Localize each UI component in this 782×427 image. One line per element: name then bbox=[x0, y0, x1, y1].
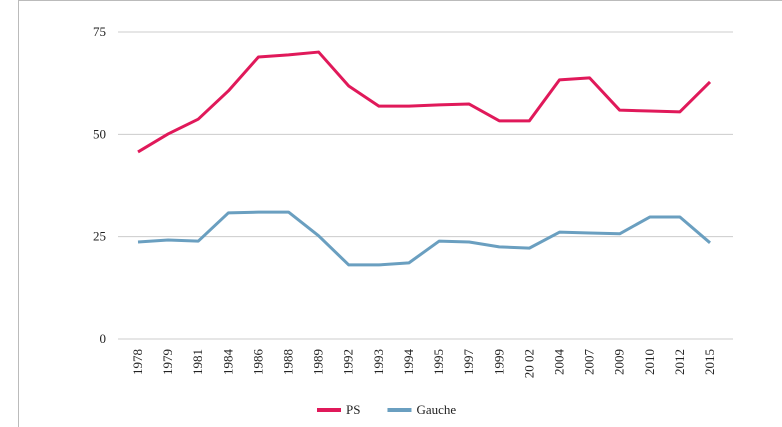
x-tick-label: 1979 bbox=[160, 349, 175, 375]
x-tick-label: 2015 bbox=[702, 349, 717, 375]
x-tick-label: 1997 bbox=[461, 349, 476, 376]
legend-swatch bbox=[387, 408, 412, 412]
legend-swatch bbox=[317, 408, 341, 412]
x-tick-label: 2007 bbox=[582, 349, 597, 376]
legend-label: Gauche bbox=[416, 402, 456, 417]
x-tick-label: 1986 bbox=[250, 349, 265, 376]
series-line bbox=[137, 210, 711, 267]
x-tick-label: 1995 bbox=[431, 349, 446, 375]
x-tick-label: 1999 bbox=[491, 349, 506, 375]
y-tick-label: 75 bbox=[93, 24, 106, 39]
y-tick-label: 0 bbox=[100, 331, 107, 346]
x-tick-label: 2012 bbox=[672, 349, 687, 375]
x-tick-label: 1989 bbox=[311, 349, 326, 375]
x-tick-label: 1993 bbox=[371, 349, 386, 375]
x-tick-label: 1994 bbox=[401, 349, 416, 376]
x-tick-label: 1981 bbox=[190, 349, 205, 375]
x-tick-label: 1978 bbox=[130, 349, 145, 375]
x-tick-label: 2010 bbox=[642, 349, 657, 375]
x-tick-label: 2009 bbox=[612, 349, 627, 375]
chart-frame bbox=[18, 0, 782, 427]
y-tick-label: 50 bbox=[93, 126, 106, 141]
legend-label: PS bbox=[346, 402, 360, 417]
x-tick-label: 2004 bbox=[551, 349, 566, 376]
x-tick-label: 1992 bbox=[341, 349, 356, 375]
y-tick-label: 25 bbox=[93, 229, 106, 244]
series-line bbox=[137, 50, 712, 154]
x-tick-label: 1984 bbox=[220, 349, 235, 376]
x-tick-label: 1988 bbox=[281, 349, 296, 375]
x-tick-label: 20 02 bbox=[521, 349, 536, 378]
